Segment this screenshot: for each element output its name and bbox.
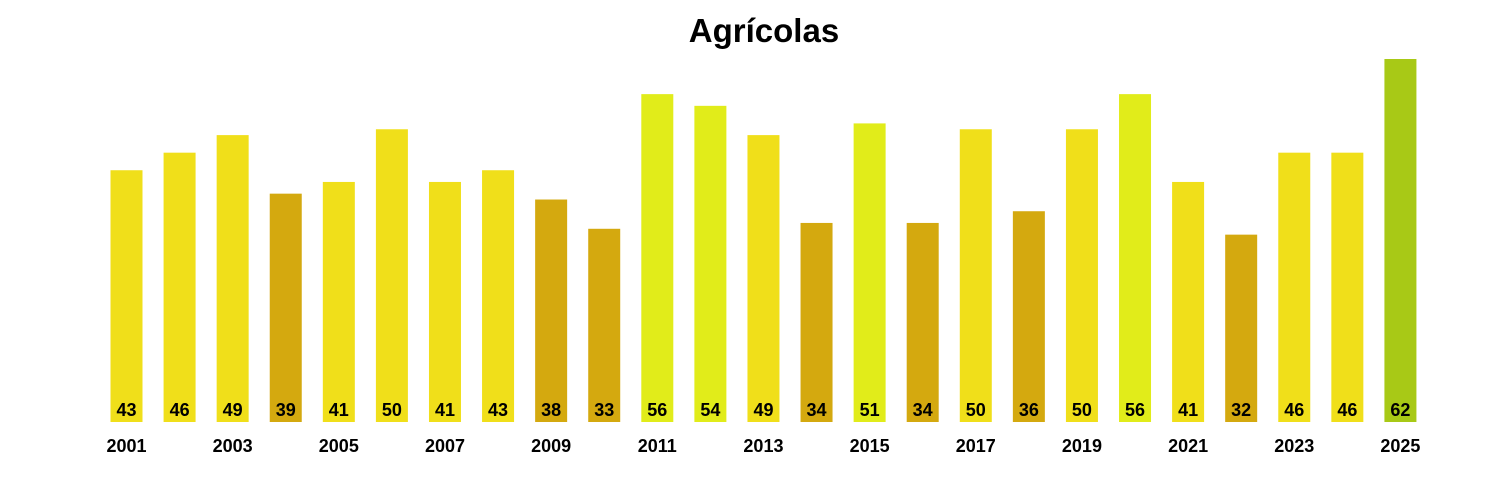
x-tick-2015: 2015 — [850, 436, 890, 456]
bar-2025 — [1384, 59, 1417, 422]
bar-2022 — [1225, 234, 1258, 422]
value-label-2017: 50 — [966, 400, 986, 420]
bar-2006 — [375, 129, 408, 422]
bar-2013 — [747, 135, 780, 423]
x-tick-2021: 2021 — [1168, 436, 1208, 456]
bar-2019 — [1065, 129, 1098, 422]
bar-2001 — [110, 170, 143, 422]
bar-2014 — [800, 222, 833, 422]
value-label-2015: 51 — [860, 400, 880, 420]
bar-2003 — [216, 135, 249, 423]
value-label-2025: 62 — [1390, 400, 1410, 420]
bar-2007 — [428, 181, 461, 422]
x-tick-2009: 2009 — [531, 436, 571, 456]
x-tick-2013: 2013 — [743, 436, 783, 456]
value-label-2020: 56 — [1125, 400, 1145, 420]
bar-2002 — [163, 152, 196, 422]
value-label-2010: 33 — [594, 400, 614, 420]
value-label-2009: 38 — [541, 400, 561, 420]
x-tick-2011: 2011 — [638, 436, 677, 456]
value-label-2001: 43 — [116, 400, 136, 420]
value-label-2021: 41 — [1178, 400, 1198, 420]
value-label-2002: 46 — [170, 400, 190, 420]
bar-2009 — [535, 199, 568, 422]
value-label-2003: 49 — [223, 400, 243, 420]
x-tick-2001: 2001 — [106, 436, 146, 456]
bar-2015 — [853, 123, 886, 423]
bar-2011 — [641, 94, 674, 422]
x-tick-2017: 2017 — [956, 436, 996, 456]
bar-2004 — [269, 193, 302, 422]
bars-group — [110, 59, 1417, 423]
bar-2005 — [322, 181, 355, 422]
bar-2008 — [482, 170, 515, 422]
x-tick-2007: 2007 — [425, 436, 465, 456]
value-label-2007: 41 — [435, 400, 455, 420]
value-label-2008: 43 — [488, 400, 508, 420]
value-label-2024: 46 — [1337, 400, 1357, 420]
value-label-2012: 54 — [700, 400, 720, 420]
value-label-2022: 32 — [1231, 400, 1251, 420]
value-label-2004: 39 — [276, 400, 296, 420]
bar-2021 — [1172, 181, 1205, 422]
chart-title: Agrícolas — [688, 12, 840, 49]
x-tick-2023: 2023 — [1274, 436, 1314, 456]
x-tick-2003: 2003 — [213, 436, 253, 456]
value-label-2018: 36 — [1019, 400, 1039, 420]
value-label-2013: 49 — [753, 400, 773, 420]
bar-2017 — [959, 129, 992, 422]
value-label-2023: 46 — [1284, 400, 1304, 420]
bar-2012 — [694, 105, 727, 422]
value-label-2019: 50 — [1072, 400, 1092, 420]
value-labels-group: 43 46 49 39 41 50 41 43 38 33 56 54 49 34 51 34 50 36 50 56… — [116, 400, 1410, 420]
bar-2016 — [906, 222, 939, 422]
bar-2018 — [1012, 211, 1045, 422]
value-label-2011: 56 — [647, 400, 667, 420]
x-tick-2025: 2025 — [1380, 436, 1420, 456]
x-tick-2005: 2005 — [319, 436, 359, 456]
x-axis-ticks: 2001 2003 2005 2007 2009 2011 2013 2015 2017 2019… — [106, 436, 1420, 456]
x-tick-2019: 2019 — [1062, 436, 1102, 456]
value-label-2006: 50 — [382, 400, 402, 420]
value-label-2005: 41 — [329, 400, 349, 420]
value-label-2016: 34 — [913, 400, 933, 420]
bar-2023 — [1278, 152, 1311, 422]
bar-2010 — [588, 228, 621, 422]
bar-2024 — [1331, 152, 1364, 422]
value-label-2014: 34 — [807, 400, 827, 420]
bar-2020 — [1119, 94, 1152, 422]
